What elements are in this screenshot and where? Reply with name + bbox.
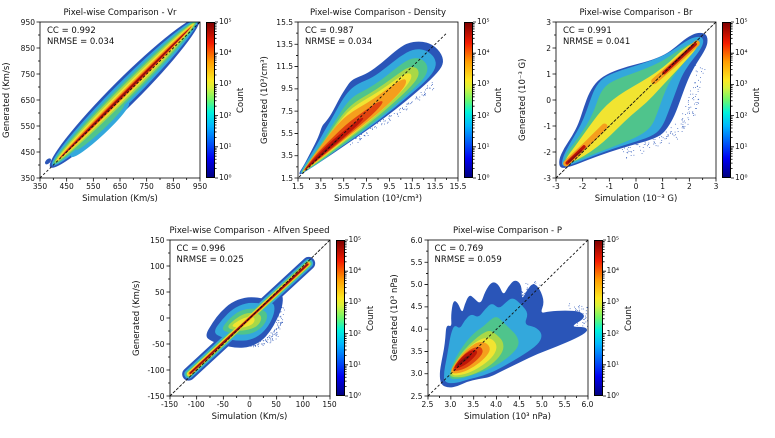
nrmse-value: NRMSE = 0.041 (563, 36, 631, 47)
colorbar-label: Count (365, 305, 376, 331)
br-plot-canvas (516, 5, 774, 215)
plot-title: Pixel-wise Comparison - Density (309, 8, 447, 18)
p-plot-canvas (387, 223, 646, 433)
nrmse-value: NRMSE = 0.025 (176, 254, 244, 265)
cc-value: CC = 0.991 (563, 26, 612, 36)
nrmse-value: NRMSE = 0.059 (434, 254, 502, 265)
panel-alfven-speed: Pixel-wise Comparison - Alfven Speed CC … (129, 223, 388, 433)
plot-title: Pixel-wise Comparison - Br (579, 8, 693, 18)
x-axis-label: Simulation (10³/cm³) (333, 194, 423, 204)
colorbar-gradient (593, 240, 603, 396)
plot-title: Pixel-wise Comparison - Vr (63, 8, 177, 18)
colorbar-gradient (335, 240, 345, 396)
y-axis-label: Generated (10⁻³ G) (518, 58, 528, 142)
panel-br: Pixel-wise Comparison - Br CC = 0.991 NR… (516, 5, 774, 215)
stats-annotation: CC = 0.992 NRMSE = 0.034 (47, 26, 114, 47)
y-axis-label: Generated (10³/cm³) (260, 56, 270, 144)
stats-annotation: CC = 0.987 NRMSE = 0.034 (305, 26, 372, 47)
alfven-plot-canvas (129, 223, 388, 433)
y-axis-label: Generated (10³ nPa) (389, 274, 400, 362)
colorbar-gradient (206, 22, 215, 178)
cc-value: CC = 0.992 (47, 26, 96, 36)
panel-p: Pixel-wise Comparison - P CC = 0.769 NRM… (387, 223, 646, 433)
stats-annotation: CC = 0.991 NRMSE = 0.041 (563, 26, 630, 47)
colorbar-gradient (722, 22, 731, 178)
plot-title: Pixel-wise Comparison - P (453, 226, 562, 236)
panel-density: Pixel-wise Comparison - Density CC = 0.9… (258, 5, 516, 215)
colorbar-label: Count (494, 87, 504, 113)
x-axis-label: Simulation (Km/s) (211, 412, 288, 422)
nrmse-value: NRMSE = 0.034 (47, 36, 115, 47)
y-axis-label: Generated (Km/s) (2, 62, 12, 138)
x-axis-label: Simulation (10⁻³ G) (594, 194, 678, 204)
cc-value: CC = 0.987 (305, 26, 354, 36)
colorbar-gradient (464, 22, 473, 178)
colorbar-label: Count (236, 87, 246, 113)
y-axis-label: Generated (Km/s) (131, 280, 142, 356)
row-top: Pixel-wise Comparison - Vr CC = 0.992 NR… (0, 5, 775, 215)
x-axis-label: Simulation (Km/s) (82, 194, 158, 204)
cc-value: CC = 0.769 (434, 244, 484, 254)
colorbar-label: Count (623, 305, 634, 331)
cc-value: CC = 0.996 (176, 244, 226, 254)
nrmse-value: NRMSE = 0.034 (305, 36, 373, 47)
plot-title: Pixel-wise Comparison - Alfven Speed (169, 226, 330, 236)
density-plot-canvas (258, 5, 516, 215)
stats-annotation: CC = 0.769 NRMSE = 0.059 (435, 244, 502, 265)
colorbar-label: Count (752, 87, 762, 113)
row-bottom: Pixel-wise Comparison - Alfven Speed CC … (0, 223, 775, 433)
x-axis-label: Simulation (10³ nPa) (464, 412, 551, 422)
stats-annotation: CC = 0.996 NRMSE = 0.025 (177, 244, 244, 265)
panel-vr: Pixel-wise Comparison - Vr CC = 0.992 NR… (0, 5, 258, 215)
vr-plot-canvas (0, 5, 258, 215)
